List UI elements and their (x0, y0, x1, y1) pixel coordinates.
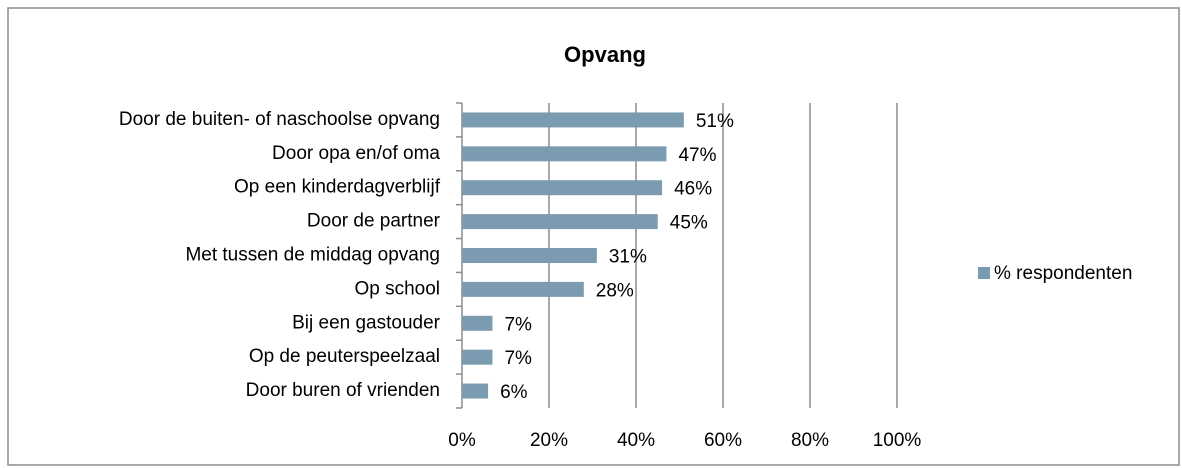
bar (462, 146, 667, 162)
x-tick-label: 0% (448, 430, 476, 451)
data-label: 7% (504, 348, 532, 369)
y-tick-label: Op een kinderdagverblijf (234, 177, 441, 198)
bar (462, 383, 489, 399)
x-tick-label: 80% (791, 430, 829, 451)
legend-label: % respondenten (994, 263, 1132, 284)
bar (462, 281, 584, 297)
chart-border (7, 7, 1180, 466)
bar (462, 180, 663, 196)
data-label: 45% (670, 213, 708, 234)
bar (462, 112, 684, 128)
y-tick-label: Door opa en/of oma (272, 143, 440, 164)
y-tick-label: Op de peuterspeelzaal (249, 346, 440, 367)
x-tick-label: 20% (530, 430, 568, 451)
data-label: 46% (674, 179, 712, 200)
data-label: 6% (500, 382, 528, 403)
bar (462, 214, 658, 230)
y-tick-label: Met tussen de middag opvang (185, 245, 440, 266)
bar (462, 349, 493, 365)
x-tick-label: 40% (617, 430, 655, 451)
y-tick-label: Bij een gastouder (292, 312, 441, 333)
y-tick-label: Door buren of vrienden (246, 380, 440, 401)
data-label: 31% (609, 247, 647, 268)
chart-title: Opvang (564, 42, 646, 67)
y-tick-label: Door de partner (307, 211, 441, 232)
y-tick-label: Door de buiten- of naschoolse opvang (119, 109, 440, 130)
bar (462, 248, 597, 263)
data-label: 47% (678, 145, 716, 166)
x-tick-label: 60% (704, 430, 742, 451)
data-label: 28% (596, 280, 634, 301)
data-label: 7% (504, 314, 532, 335)
bar (462, 315, 493, 331)
y-tick-label: Op school (354, 278, 440, 299)
x-tick-label: 100% (873, 430, 922, 451)
data-label: 51% (696, 111, 734, 132)
legend-swatch (978, 267, 990, 279)
